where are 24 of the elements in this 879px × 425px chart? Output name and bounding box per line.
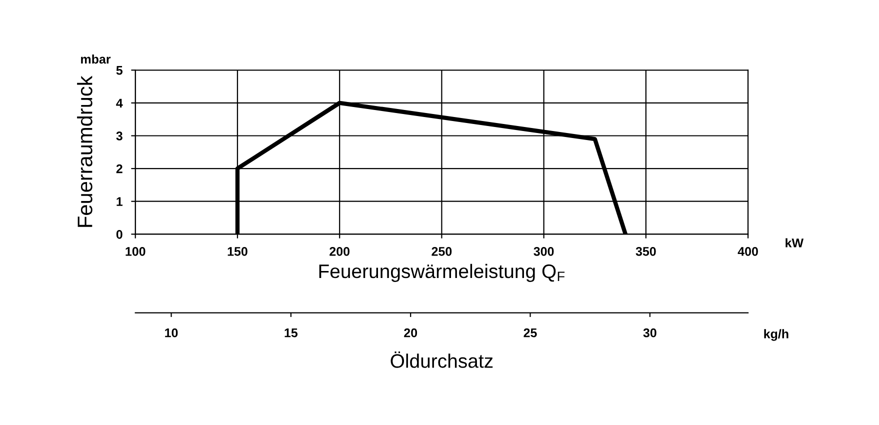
y-tick-label: 2: [116, 164, 122, 174]
text: kg/h: [764, 329, 788, 341]
x2-axis-title: Öldurchsatz: [390, 351, 493, 368]
x-tick-label: 350: [636, 247, 656, 256]
x-tick-label: 400: [738, 247, 758, 256]
y-tick-label: 4: [116, 98, 123, 108]
text: kW: [786, 238, 804, 248]
x-tick-label: 150: [228, 247, 248, 256]
y-tick-label: 3: [116, 132, 122, 140]
y-axis-title: Feuerraumdruck: [77, 76, 92, 227]
x-tick-label: 300: [534, 247, 554, 256]
x-tick-label: 100: [126, 247, 146, 256]
x2-tick-label: 25: [524, 328, 537, 338]
x-tick-label: 200: [330, 247, 350, 256]
y-tick-label: 0: [116, 230, 122, 239]
x2-tick-label: 20: [404, 328, 418, 338]
text: mbar: [81, 54, 111, 64]
x-axis-title: Feuerungswärmeleistung Q$_{F}$: [319, 264, 565, 282]
y-tick-label: 1: [116, 197, 123, 206]
x2-tick-label: 15: [284, 328, 298, 338]
x2-tick-label: 30: [643, 328, 656, 338]
y-tick-label: 5: [116, 66, 123, 75]
x2-tick-label: 10: [165, 328, 178, 338]
x-tick-label: 250: [432, 247, 452, 256]
